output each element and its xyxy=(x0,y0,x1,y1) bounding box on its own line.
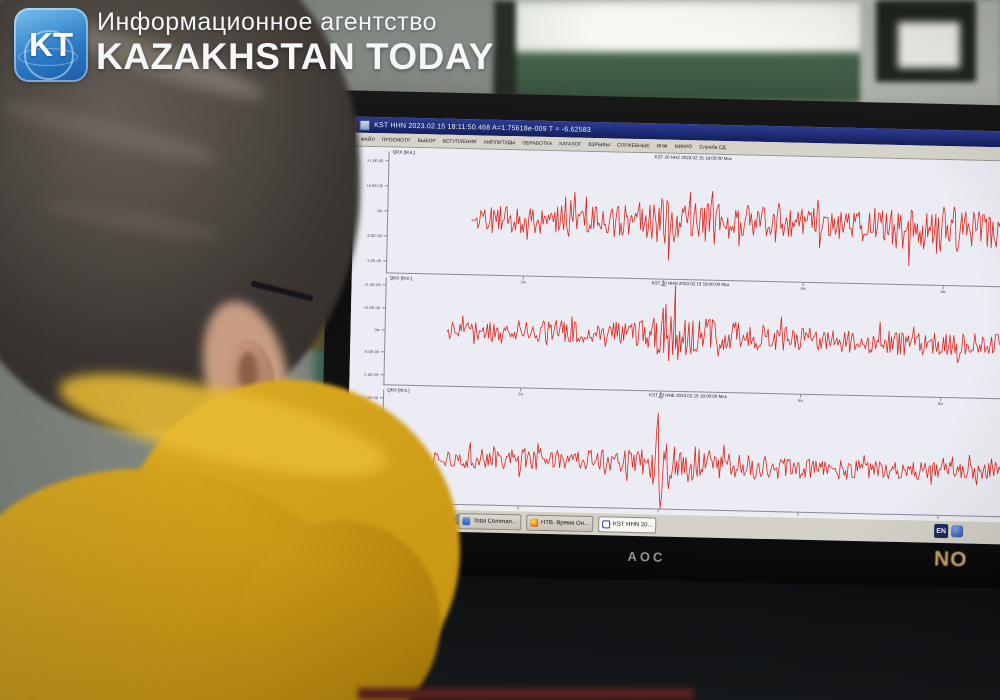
firefox-icon xyxy=(529,518,539,527)
monitor-brand-logo: AOC xyxy=(627,548,666,565)
menu-item[interactable]: ВЗРЫВЫ xyxy=(588,141,611,148)
menu-item[interactable]: СЛУЖЕБНЫЕ xyxy=(616,142,650,149)
menu-item[interactable]: ФАЙЛ xyxy=(360,136,375,143)
system-tray: EN xyxy=(933,523,964,539)
app-window-icon xyxy=(601,520,611,529)
task-label: KST HHN 20... xyxy=(612,521,653,529)
seismogram-panel-1: +1.6E-09 +0.8E-09 0м -0.8E-09 -1.6E-09 2м 4м 6м… xyxy=(352,147,1000,294)
menu-item[interactable]: ПРОСМОТР xyxy=(381,136,411,144)
window-title: KST HHN 2023.02.15 18:11:50.468 A=1.7561… xyxy=(374,121,592,134)
kt-logo-text: KT xyxy=(29,26,73,63)
task-label: Total Comman... xyxy=(473,518,517,526)
waveform-svg xyxy=(446,285,1000,364)
floor-strip xyxy=(358,688,694,700)
desk-shadow xyxy=(396,574,1000,700)
menu-item[interactable]: ИНФ xyxy=(656,142,668,150)
agency-brand: KAZAKHSTAN TODAY xyxy=(96,36,494,77)
menu-item[interactable]: ВСТУПЛЕНИЯ xyxy=(442,138,477,145)
person-ear-inner xyxy=(238,352,258,392)
globe-icon xyxy=(18,48,78,66)
background-sky xyxy=(898,22,960,68)
menu-item[interactable]: ВЫБОР xyxy=(417,137,436,144)
task-button[interactable]: Total Comman... xyxy=(458,513,522,531)
menu-item[interactable]: КАТАЛОГ xyxy=(559,140,582,148)
kt-logo: KT xyxy=(14,8,88,82)
agency-tagline: Информационное агентство xyxy=(97,8,438,36)
task-button[interactable]: НТВ. Время Он... xyxy=(525,514,594,533)
seismogram-panel-2: +1.6E-09 +0.8E-09 0м -0.8E-09 -1.6E-09 2м 4м 6м… xyxy=(349,273,1000,406)
language-indicator[interactable]: EN xyxy=(933,523,949,539)
waveform-svg xyxy=(424,412,1000,509)
plot-area: +1.6E-09 +0.8E-09 0м -0.8E-09 -1.6E-09 2м 4м 6м… xyxy=(346,146,1000,524)
app-icon xyxy=(359,119,371,131)
task-button[interactable]: KST HHN 20... xyxy=(597,516,657,534)
task-buttons: Total Comman... НТВ. Время Он... KST HHN 2… xyxy=(458,513,657,534)
seismogram-panel-3: +1.6E-09+0.8E-090м-0.8E-09-1.6E-092м4м6м… xyxy=(347,385,1000,524)
menu-item[interactable]: Служба СД xyxy=(699,143,726,151)
waveform-svg xyxy=(471,191,1000,266)
corner-label: NO xyxy=(933,547,968,572)
monitor: KST HHN 2023.02.15 18:11:50.468 A=1.7561… xyxy=(318,90,1000,611)
watermark: KT Информационное агентство KAZAKHSTAN T… xyxy=(0,0,560,95)
total-commander-icon xyxy=(462,517,471,526)
menu-item[interactable]: ОБРАБОТКА xyxy=(522,139,553,147)
screen: KST HHN 2023.02.15 18:11:50.468 A=1.7561… xyxy=(346,116,1000,545)
menu-item[interactable]: АМПЛИТУДЫ xyxy=(483,138,516,146)
menu-item[interactable]: МИКРО xyxy=(674,143,693,150)
network-icon[interactable] xyxy=(951,525,964,538)
task-label: НТВ. Время Он... xyxy=(540,519,590,527)
window-frame xyxy=(494,0,516,96)
